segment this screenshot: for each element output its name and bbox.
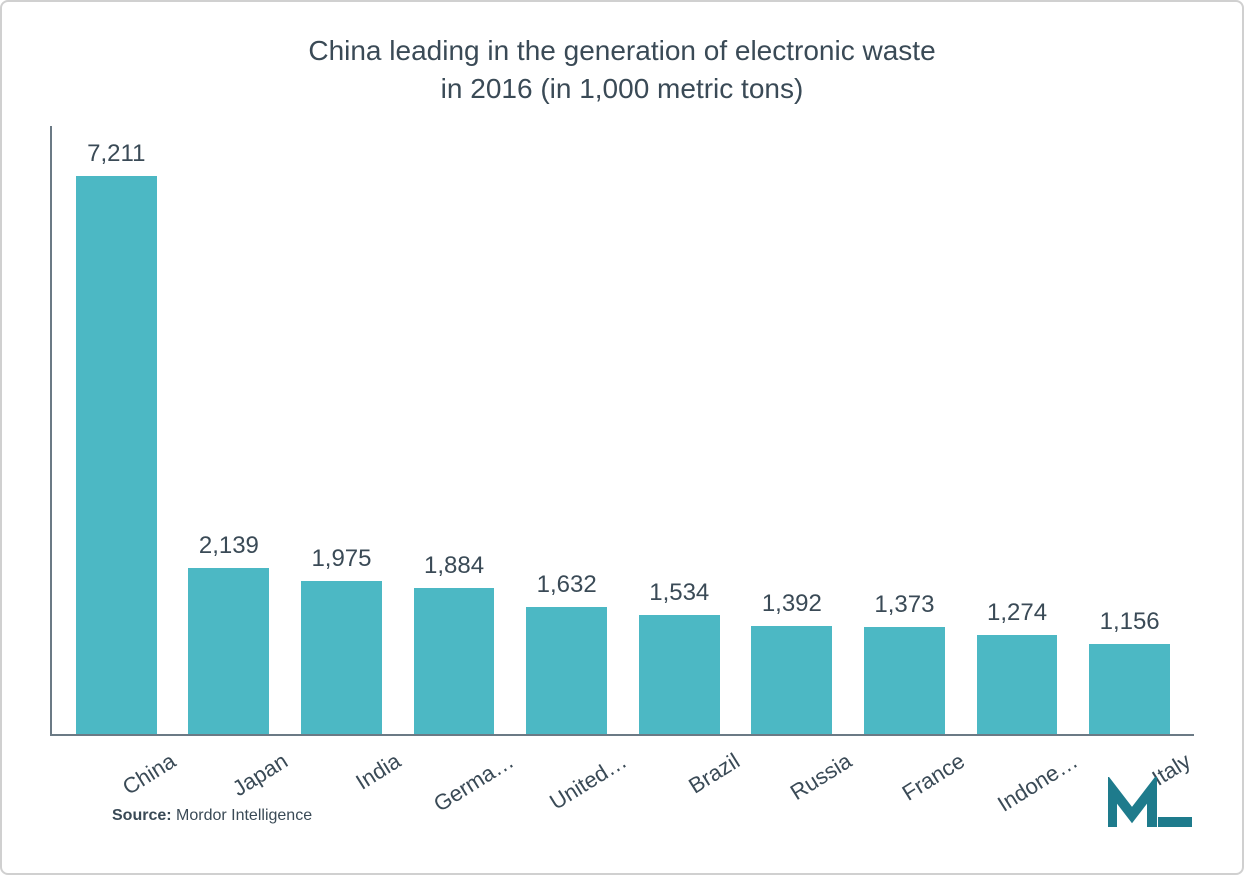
x-axis-label: Indone… xyxy=(973,736,1082,825)
bar-group: 1,274 xyxy=(965,599,1069,734)
bar-value-label: 1,534 xyxy=(649,579,709,607)
brand-logo xyxy=(1108,777,1196,835)
source-text: Mordor Intelligence xyxy=(176,807,312,824)
bar xyxy=(301,581,382,734)
bar-group: 2,139 xyxy=(177,532,281,733)
source-prefix: Source: xyxy=(112,807,176,824)
x-axis-label: France xyxy=(860,736,969,825)
x-axis-label: Brazil xyxy=(635,736,744,825)
bar-group: 1,156 xyxy=(1078,608,1182,733)
x-axis-label: Russia xyxy=(748,736,857,825)
bar-group: 7,211 xyxy=(65,140,169,734)
bar-value-label: 1,632 xyxy=(537,571,597,599)
bar-value-label: 1,274 xyxy=(987,599,1047,627)
bar xyxy=(977,635,1058,734)
bar xyxy=(639,615,720,734)
chart-title-line1: China leading in the generation of elect… xyxy=(308,35,935,66)
source-attribution: Source: Mordor Intelligence xyxy=(112,807,312,825)
x-axis-label: India xyxy=(296,736,405,825)
bar-group: 1,373 xyxy=(853,591,957,733)
chart-container: China leading in the generation of elect… xyxy=(0,0,1244,875)
chart-title-line2: in 2016 (in 1,000 metric tons) xyxy=(441,73,804,104)
plot-area: 7,211 2,139 1,975 1,884 1,632 1,534 1,392 1,373… xyxy=(50,126,1194,736)
bar-group: 1,975 xyxy=(290,545,394,734)
chart-title: China leading in the generation of elect… xyxy=(50,32,1194,108)
bar xyxy=(526,607,607,733)
x-axis-label: United… xyxy=(522,736,631,825)
bar-value-label: 1,156 xyxy=(1100,608,1160,636)
bar-value-label: 1,373 xyxy=(874,591,934,619)
bar-value-label: 1,884 xyxy=(424,552,484,580)
x-axis-label: Germa… xyxy=(409,736,518,825)
bar-value-label: 2,139 xyxy=(199,532,259,560)
bar-group: 1,632 xyxy=(515,571,619,733)
bar xyxy=(414,588,495,734)
bar-group: 1,884 xyxy=(402,552,506,734)
bar-value-label: 1,392 xyxy=(762,590,822,618)
bar xyxy=(1089,644,1170,733)
bar-value-label: 1,975 xyxy=(311,545,371,573)
bar xyxy=(864,627,945,733)
x-axis-labels: ChinaJapanIndiaGerma…United…BrazilRussia… xyxy=(50,736,1194,786)
bar xyxy=(751,626,832,734)
bar-group: 1,392 xyxy=(740,590,844,734)
bar xyxy=(76,176,157,734)
bar xyxy=(188,568,269,733)
bar-group: 1,534 xyxy=(627,579,731,734)
bar-value-label: 7,211 xyxy=(87,140,145,168)
